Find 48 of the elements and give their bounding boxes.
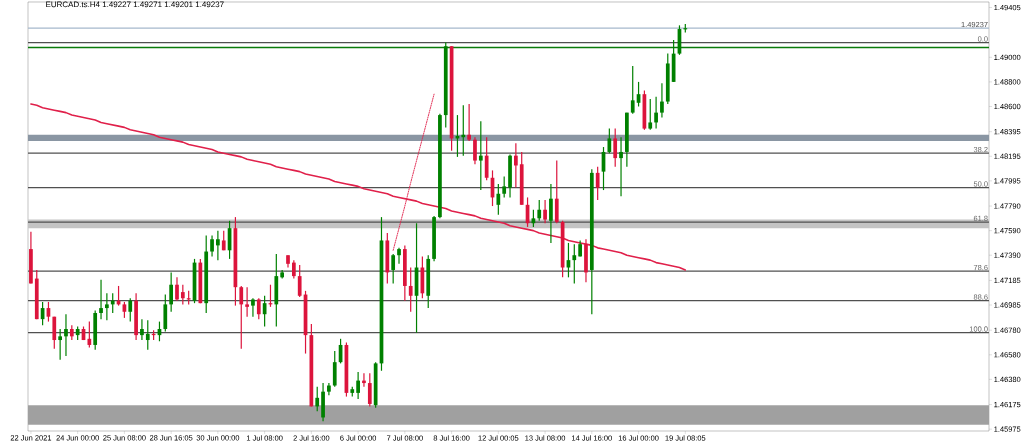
candlestick (408, 266, 413, 313)
candlestick (239, 285, 244, 350)
candlestick (648, 98, 653, 131)
candlestick (391, 253, 396, 285)
candlestick (543, 199, 547, 224)
candlestick (467, 103, 471, 142)
candlestick (473, 136, 477, 165)
candlestick (537, 199, 542, 222)
candlestick (549, 183, 553, 244)
candlestick (169, 271, 174, 313)
candlestick (478, 120, 483, 191)
candlestick (251, 297, 255, 318)
candlestick (58, 328, 62, 361)
candlestick (367, 372, 372, 408)
candlestick (654, 96, 658, 130)
candlestick (140, 318, 144, 341)
candlestick (332, 350, 337, 388)
candlestick (572, 243, 577, 285)
candlestick (315, 386, 320, 412)
candlestick (99, 279, 103, 320)
candlestick (613, 128, 618, 168)
candlestick (64, 313, 68, 357)
candlestick (262, 295, 267, 328)
candlestick (607, 128, 612, 154)
candlestick (630, 65, 635, 115)
candlestick (145, 319, 150, 351)
candlestick (175, 276, 179, 302)
candlestick (87, 321, 92, 349)
candlestick (496, 183, 501, 216)
candlestick (297, 264, 302, 298)
candlestick (502, 175, 507, 199)
candlestick (216, 230, 220, 261)
candlestick (210, 234, 214, 258)
candlestick (397, 247, 401, 265)
candlestick (356, 371, 360, 400)
candlestick (595, 166, 600, 201)
candlestick (484, 136, 489, 181)
candlestick (514, 142, 518, 189)
candlestick (180, 284, 185, 305)
candlestick (619, 136, 623, 197)
candlestick (291, 259, 296, 280)
candlestick (52, 316, 57, 350)
candlestick (245, 286, 249, 318)
candlestick (554, 159, 559, 224)
candlestick (105, 292, 109, 321)
candlestick (128, 297, 133, 323)
candlestick (256, 297, 261, 320)
candlestick (660, 82, 664, 119)
